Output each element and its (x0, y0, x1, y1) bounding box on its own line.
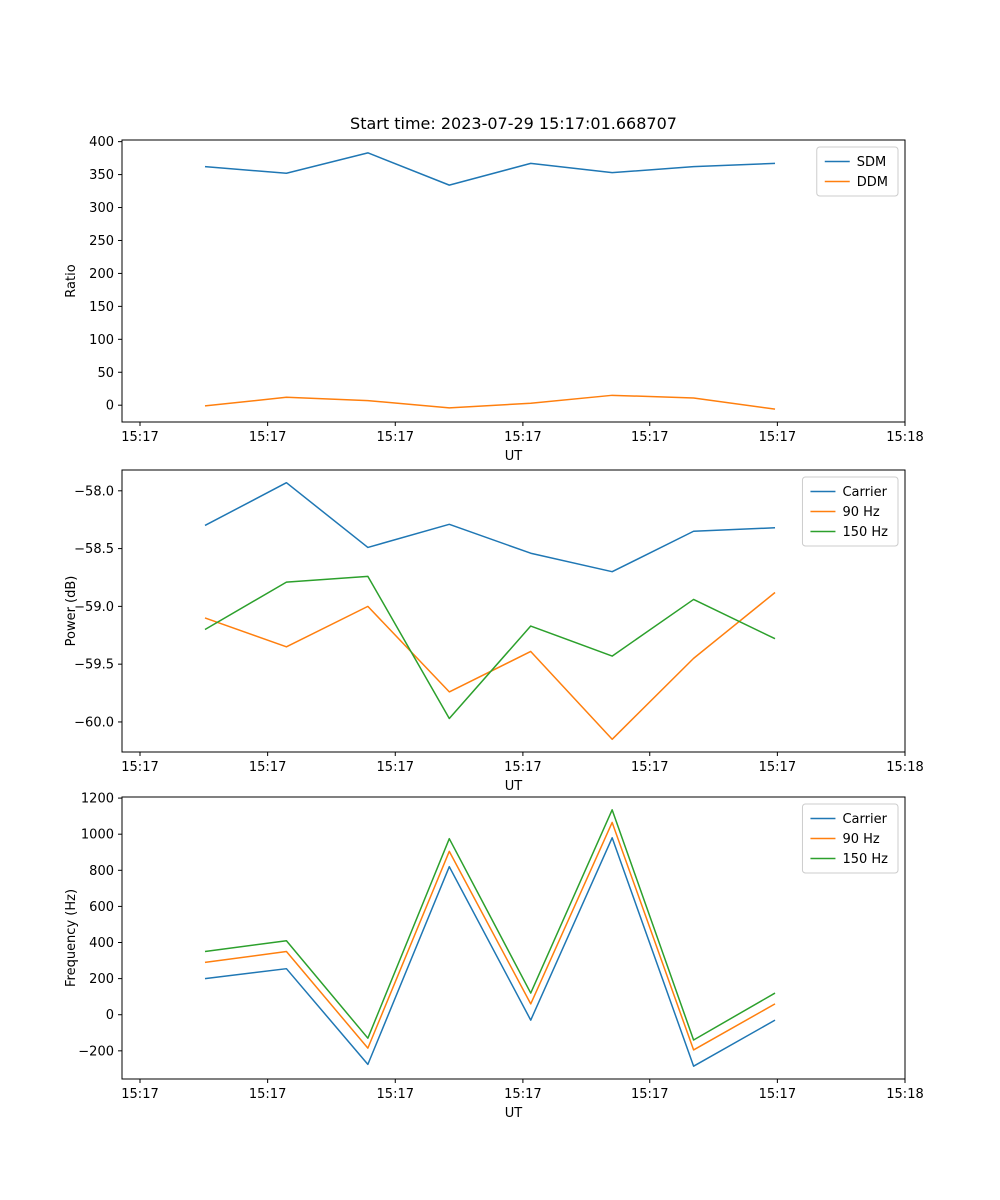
x-tick-label: 15:18 (886, 760, 923, 775)
frequency-plot: −200 0 200 400 600 800 1000 1200 15:17 15:17 15:17… (64, 792, 924, 1121)
x-axis-label: UT (505, 1106, 523, 1121)
x-tick-label: 15:17 (121, 760, 158, 775)
y-tick-label: 250 (89, 234, 114, 249)
y-tick-label: 100 (89, 333, 114, 348)
y-axis-label: Ratio (64, 264, 79, 297)
x-tick-label: 15:17 (631, 760, 668, 775)
y-tick-label: 600 (89, 900, 114, 915)
x-tick-label: 15:17 (121, 430, 158, 445)
y-tick-label: 0 (106, 399, 114, 414)
legend-label: 90 Hz (842, 832, 879, 847)
legend-label: SDM (857, 155, 886, 170)
series-line-carrier (204, 837, 776, 1067)
series-line-90-hz (204, 591, 776, 741)
y-tick-label: 400 (89, 936, 114, 951)
y-tick-label: −59.0 (74, 600, 114, 615)
y-tick-label: −60.0 (74, 715, 114, 730)
legend-label: Carrier (842, 812, 887, 827)
y-axis-label: Power (dB) (64, 576, 79, 647)
x-tick-label: 15:17 (631, 430, 668, 445)
legend: SDM DDM (816, 146, 899, 197)
x-tick-label: 15:17 (377, 430, 414, 445)
x-tick-label: 15:17 (759, 760, 796, 775)
axes-frame (121, 796, 906, 1080)
legend-label: DDM (857, 175, 888, 190)
y-tick-label: −58.0 (74, 484, 114, 499)
legend: Carrier 90 Hz 150 Hz (801, 476, 899, 547)
y-tick-label: 300 (89, 201, 114, 216)
series-line-carrier (204, 481, 776, 573)
x-tick-label: 15:17 (249, 1087, 286, 1102)
y-tick-label: 1200 (81, 792, 114, 807)
y-tick-label: 200 (89, 972, 114, 987)
legend: Carrier 90 Hz 150 Hz (801, 803, 899, 874)
y-tick-label: 1000 (81, 828, 114, 843)
x-tick-label: 15:18 (886, 430, 923, 445)
y-tick-label: 200 (89, 267, 114, 282)
y-tick-label: −200 (78, 1044, 114, 1059)
ratio-plot: 0 50 100 150 200 250 300 350 400 15:17 15:17 15:17 1… (64, 135, 924, 464)
y-tick-label: 800 (89, 864, 114, 879)
y-tick-label: 350 (89, 168, 114, 183)
y-tick-label: −58.5 (74, 542, 114, 557)
legend-label: 150 Hz (842, 525, 888, 540)
legend-box (801, 476, 899, 547)
y-tick-label: −59.5 (74, 658, 114, 673)
x-tick-label: 15:17 (121, 1087, 158, 1102)
x-tick-label: 15:17 (249, 760, 286, 775)
power-plot: −60.0 −59.5 −59.0 −58.5 −58.0 15:17 15:17 15:17… (64, 469, 924, 794)
x-tick-label: 15:17 (631, 1087, 668, 1102)
series-line-150-hz (204, 575, 776, 720)
series-line-150-hz (204, 809, 776, 1041)
y-tick-label: 150 (89, 300, 114, 315)
legend-box (816, 146, 899, 197)
legend-label: Carrier (842, 485, 887, 500)
x-tick-label: 15:17 (759, 430, 796, 445)
axes-frame (121, 139, 906, 423)
x-tick-label: 15:17 (504, 430, 541, 445)
figure-title: Start time: 2023-07-29 15:17:01.668707 (350, 114, 677, 133)
legend-box (801, 803, 899, 874)
x-axis-label: UT (505, 449, 523, 464)
x-tick-label: 15:17 (377, 1087, 414, 1102)
series-line-ddm (204, 394, 776, 410)
x-tick-label: 15:18 (886, 1087, 923, 1102)
x-tick-label: 15:17 (249, 430, 286, 445)
y-tick-label: 50 (97, 366, 114, 381)
x-tick-label: 15:17 (377, 760, 414, 775)
y-tick-label: 0 (106, 1008, 114, 1023)
x-tick-label: 15:17 (504, 1087, 541, 1102)
legend-label: 90 Hz (842, 505, 879, 520)
series-line-90-hz (204, 821, 776, 1051)
y-tick-label: 400 (89, 135, 114, 150)
x-tick-label: 15:17 (759, 1087, 796, 1102)
legend-label: 150 Hz (842, 852, 888, 867)
x-tick-label: 15:17 (504, 760, 541, 775)
axes-frame (121, 469, 906, 753)
x-axis-label: UT (505, 779, 523, 794)
series-line-sdm (204, 152, 776, 186)
y-axis-label: Frequency (Hz) (64, 889, 79, 987)
